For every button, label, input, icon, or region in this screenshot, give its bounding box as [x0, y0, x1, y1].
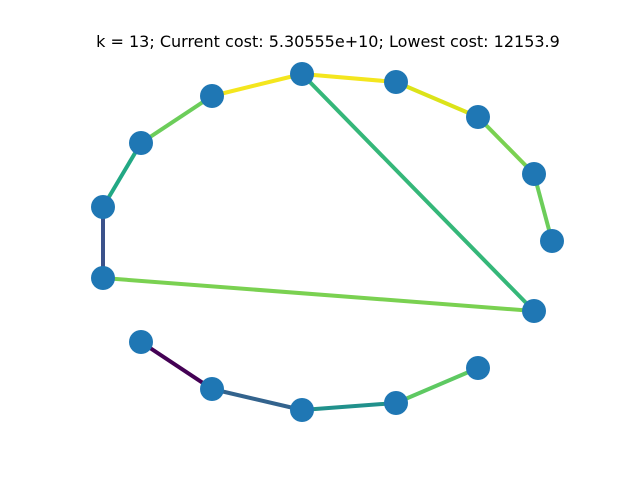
graph-node-1 [384, 70, 408, 94]
graph-node-14 [466, 356, 490, 380]
graph-node-12 [290, 398, 314, 422]
graph-node-4 [540, 229, 564, 253]
graph-edge-6-7 [101, 141, 143, 209]
graph-edge-5-6 [139, 94, 214, 145]
graph-edge-2-3 [476, 115, 536, 176]
graph-node-13 [384, 391, 408, 415]
graph-edge-0-9 [300, 72, 536, 313]
graph-node-5 [200, 84, 224, 108]
graph-node-0 [290, 62, 314, 86]
figure-title: k = 13; Current cost: 5.30555e+10; Lowes… [96, 32, 560, 51]
graph-edge-8-9 [102, 276, 535, 313]
graph-edge-1-2 [395, 80, 479, 119]
graph-node-6 [129, 131, 153, 155]
graph-edge-0-1 [301, 72, 397, 84]
graph-edge-0-5 [211, 72, 303, 98]
graph-node-8 [91, 266, 115, 290]
graph-node-2 [466, 105, 490, 129]
graph-edge-12-13 [301, 401, 397, 412]
graph-edge-10-11 [139, 340, 214, 391]
graph-node-10 [129, 330, 153, 354]
graph-edge-11-12 [211, 387, 303, 412]
graph-node-11 [200, 377, 224, 401]
graph-node-9 [522, 299, 546, 323]
graph-node-7 [91, 195, 115, 219]
graph-node-3 [522, 162, 546, 186]
graph-edge-13-14 [395, 366, 479, 405]
